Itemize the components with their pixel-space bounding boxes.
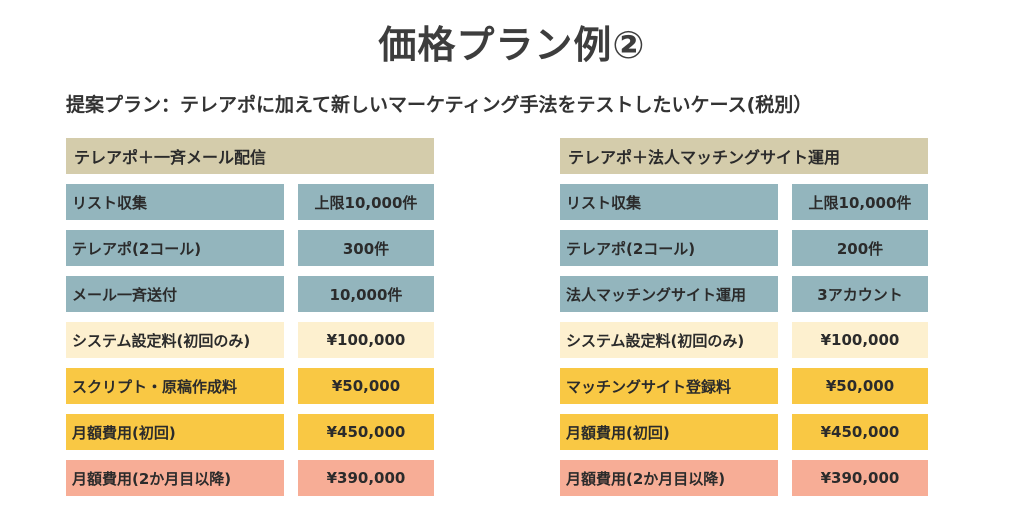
row-value: ¥100,000	[792, 322, 928, 358]
row-label: システム設定料(初回のみ)	[560, 322, 778, 358]
table-row: 月額費用(初回) ¥450,000	[66, 414, 434, 450]
row-value: 200件	[792, 230, 928, 266]
row-value: ¥390,000	[298, 460, 434, 496]
row-label: 月額費用(初回)	[560, 414, 778, 450]
row-label: リスト収集	[560, 184, 778, 220]
table-row: テレアポ(2コール) 200件	[560, 230, 928, 266]
table-row: 月額費用(2か月目以降) ¥390,000	[66, 460, 434, 496]
table-row: リスト収集 上限10,000件	[66, 184, 434, 220]
table-row: マッチングサイト登録料 ¥50,000	[560, 368, 928, 404]
page-subtitle: 提案プラン：テレアポに加えて新しいマーケティング手法をテストしたいケース(税別）	[66, 94, 813, 116]
row-label: 月額費用(初回)	[66, 414, 284, 450]
plan-table-right: テレアポ＋法人マッチングサイト運用 リスト収集 上限10,000件 テレアポ(2…	[560, 138, 928, 506]
row-value: ¥50,000	[792, 368, 928, 404]
table-row: メール一斉送付 10,000件	[66, 276, 434, 312]
table-row: スクリプト・原稿作成料 ¥50,000	[66, 368, 434, 404]
row-label: マッチングサイト登録料	[560, 368, 778, 404]
table-row: リスト収集 上限10,000件	[560, 184, 928, 220]
row-value: ¥50,000	[298, 368, 434, 404]
table-row: 月額費用(2か月目以降) ¥390,000	[560, 460, 928, 496]
plan-header: テレアポ＋一斉メール配信	[66, 138, 434, 174]
table-row: システム設定料(初回のみ) ¥100,000	[66, 322, 434, 358]
row-label: 月額費用(2か月目以降)	[560, 460, 778, 496]
row-value: 上限10,000件	[298, 184, 434, 220]
page-title: 価格プラン例②	[378, 23, 646, 67]
row-value: 上限10,000件	[792, 184, 928, 220]
row-value: 300件	[298, 230, 434, 266]
row-label: 法人マッチングサイト運用	[560, 276, 778, 312]
row-value: ¥450,000	[792, 414, 928, 450]
plan-table-left: テレアポ＋一斉メール配信 リスト収集 上限10,000件 テレアポ(2コール) …	[66, 138, 434, 506]
row-value: 10,000件	[298, 276, 434, 312]
row-value: ¥450,000	[298, 414, 434, 450]
row-label: リスト収集	[66, 184, 284, 220]
row-label: メール一斉送付	[66, 276, 284, 312]
table-row: テレアポ(2コール) 300件	[66, 230, 434, 266]
row-label: テレアポ(2コール)	[560, 230, 778, 266]
row-label: システム設定料(初回のみ)	[66, 322, 284, 358]
row-label: 月額費用(2か月目以降)	[66, 460, 284, 496]
row-value: ¥100,000	[298, 322, 434, 358]
row-value: 3アカウント	[792, 276, 928, 312]
table-row: システム設定料(初回のみ) ¥100,000	[560, 322, 928, 358]
row-label: テレアポ(2コール)	[66, 230, 284, 266]
row-label: スクリプト・原稿作成料	[66, 368, 284, 404]
plan-header: テレアポ＋法人マッチングサイト運用	[560, 138, 928, 174]
table-row: 法人マッチングサイト運用 3アカウント	[560, 276, 928, 312]
row-value: ¥390,000	[792, 460, 928, 496]
table-row: 月額費用(初回) ¥450,000	[560, 414, 928, 450]
